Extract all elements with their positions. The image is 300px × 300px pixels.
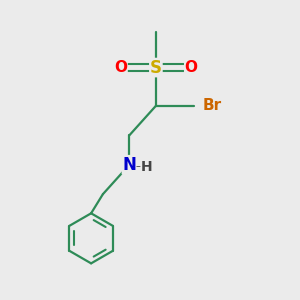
Text: Br: Br [203,98,222,113]
Text: N: N [122,156,136,174]
Text: O: O [185,60,198,75]
Text: O: O [114,60,127,75]
Text: –: – [136,160,141,171]
Text: S: S [150,58,162,76]
Text: H: H [141,160,152,174]
